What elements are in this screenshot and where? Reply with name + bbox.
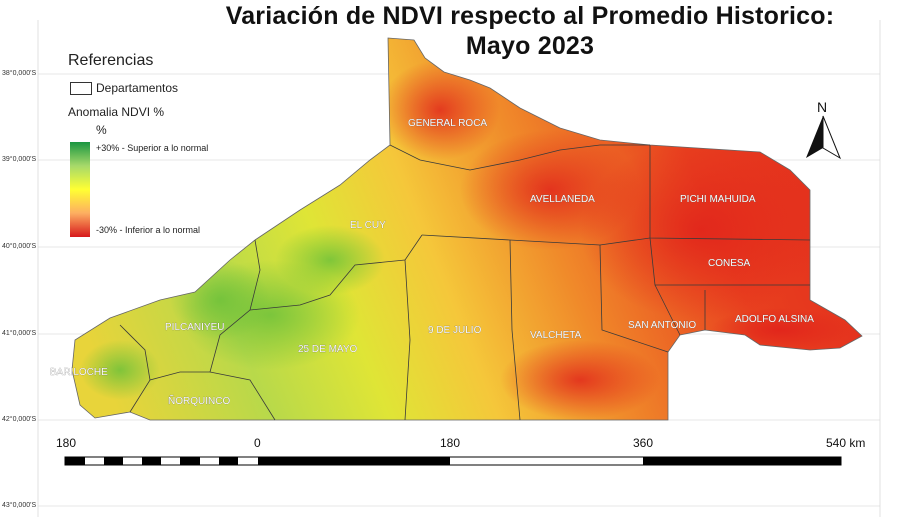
dept-label-pilcaniyeu: PILCANIYEU <box>165 322 224 333</box>
north-label: N <box>817 99 828 115</box>
dept-label-conesa: CONESA <box>708 258 751 269</box>
lat-label-38: 38°0,000'S <box>2 70 37 77</box>
lat-label-43: 43°0,000'S <box>2 502 37 509</box>
dept-label-pichi-mahuida: PICHI MAHUIDA <box>680 194 756 205</box>
dept-label-valcheta: VALCHETA <box>530 330 582 341</box>
lat-label-39: 39°0,000'S <box>2 156 37 163</box>
province-outline <box>71 37 863 421</box>
scale-label-180: 180 <box>440 436 461 450</box>
dept-label-san-antonio: SAN ANTONIO <box>628 320 696 331</box>
lat-label-42: 42°0,000'S <box>2 416 37 423</box>
scale-label-180-left: 180 <box>56 436 77 450</box>
ndvi-color-ramp <box>70 142 90 237</box>
scale-bar <box>64 456 842 466</box>
lat-label-41: 41°0,000'S <box>2 330 37 337</box>
departments-legend-label: Departamentos <box>96 81 179 95</box>
dept-label-bariloche: BARILOCHE <box>50 367 108 378</box>
dept-label-9-de-julio: 9 DE JULIO <box>428 325 482 336</box>
lat-label-40: 40°0,000'S <box>2 243 37 250</box>
anomaly-unit-label: % <box>96 123 107 137</box>
dept-label-adolfo-alsina: ADOLFO ALSINA <box>735 314 814 325</box>
departments-swatch <box>70 82 92 95</box>
department-boundaries <box>119 144 811 421</box>
map-title-line-2: Mayo 2023 <box>465 32 595 60</box>
scale-label-360: 360 <box>633 436 654 450</box>
dept-label-general-roca: GENERAL ROCA <box>408 118 487 129</box>
scale-label-540: 540 km <box>826 436 866 450</box>
map-title-line-1: Variación de NDVI respecto al Promedio H… <box>225 2 835 30</box>
north-arrow-icon <box>806 115 842 160</box>
ramp-high-label: +30% - Superior a lo normal <box>96 143 209 153</box>
scale-label-0: 0 <box>254 436 261 450</box>
dept-label-el-cuy: EL CUY <box>350 220 386 231</box>
anomaly-legend-label: Anomalia NDVI % <box>68 105 165 119</box>
ramp-low-label: -30% - Inferior a lo normal <box>96 225 201 235</box>
dept-label-25-de-mayo: 25 DE MAYO <box>298 344 357 355</box>
dept-label-norquinco: ÑORQUINCO <box>168 394 230 407</box>
dept-label-avellaneda: AVELLANEDA <box>530 194 595 205</box>
legend-title: Referencias <box>68 52 154 69</box>
